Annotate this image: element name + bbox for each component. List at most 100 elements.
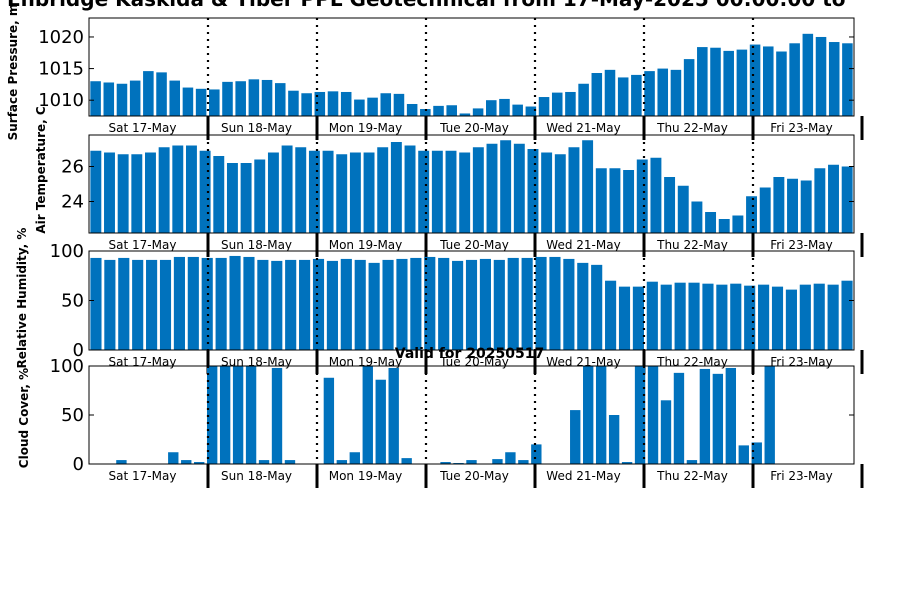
- bar: [284, 460, 296, 464]
- day-label: Sun 18-May: [221, 121, 292, 135]
- bar: [605, 280, 617, 350]
- bar: [518, 460, 529, 464]
- bar: [240, 163, 252, 233]
- day-label: Thu 22-May: [656, 238, 728, 252]
- bar: [813, 283, 825, 350]
- bar: [500, 140, 512, 233]
- bar: [617, 77, 629, 116]
- bar: [841, 280, 853, 350]
- bar: [438, 257, 450, 350]
- y-tick-label: 100: [50, 241, 84, 262]
- bar: [393, 93, 405, 116]
- bar: [182, 87, 194, 116]
- y-tick-label: 0: [73, 454, 84, 475]
- bar: [531, 444, 542, 464]
- bar: [206, 366, 218, 464]
- bar: [730, 283, 742, 350]
- y-axis-label: Surface Pressure, m: [6, 4, 20, 141]
- bar: [472, 108, 484, 116]
- bar: [156, 72, 167, 116]
- bar: [636, 159, 648, 233]
- bar: [420, 109, 431, 116]
- day-label: Tue 20-May: [439, 238, 509, 252]
- bar: [595, 168, 607, 233]
- bar: [226, 163, 238, 233]
- bar: [702, 283, 714, 350]
- bar: [744, 285, 756, 350]
- day-label: Mon 19-May: [329, 238, 403, 252]
- bar: [274, 83, 286, 116]
- bar: [201, 257, 213, 350]
- bar: [738, 445, 749, 464]
- day-label: Sun 18-May: [221, 469, 292, 483]
- bar: [828, 42, 840, 116]
- bar: [199, 150, 211, 233]
- panel-3: 0 50 100 Sat 17-May Sun 18-May Mon 19-May Tue …: [15, 228, 864, 374]
- bar: [595, 366, 607, 464]
- plot-frame: [88, 17, 855, 117]
- bar: [222, 81, 233, 116]
- bar: [354, 259, 366, 350]
- bar: [195, 88, 207, 116]
- bar: [168, 452, 179, 464]
- bar: [578, 83, 589, 116]
- day-label: Wed 21-May: [546, 238, 620, 252]
- bar: [185, 145, 197, 233]
- bar: [382, 259, 394, 350]
- bar: [746, 196, 758, 233]
- bar: [776, 51, 787, 117]
- bar: [380, 93, 392, 116]
- bar: [660, 400, 672, 464]
- bar: [187, 256, 199, 350]
- bar: [452, 260, 464, 350]
- bar: [699, 368, 711, 464]
- bar: [104, 152, 115, 233]
- bar: [377, 147, 389, 233]
- bar: [363, 152, 375, 233]
- y-tick-label: 24: [61, 192, 84, 213]
- bar: [688, 282, 700, 350]
- bar: [673, 372, 685, 464]
- day-label: Sat 17-May: [109, 121, 177, 135]
- bar: [367, 97, 378, 116]
- bar: [718, 219, 730, 233]
- bar: [674, 282, 686, 350]
- bar: [472, 147, 484, 233]
- bar: [327, 91, 339, 116]
- bar: [538, 97, 550, 116]
- y-tick-label: 26: [61, 157, 84, 178]
- bar: [570, 410, 581, 464]
- bar: [568, 147, 580, 233]
- day-label: Sat 17-May: [109, 355, 177, 369]
- day-label: Mon 19-May: [329, 469, 403, 483]
- bar: [670, 69, 682, 116]
- bar: [505, 452, 516, 464]
- bar: [312, 258, 325, 350]
- bar: [232, 366, 244, 464]
- bar: [257, 259, 269, 350]
- panel-2: 24 26 Sat 17-May Sun 18-May Mon 19-May Tue 20…: [34, 106, 864, 257]
- bar: [181, 460, 192, 464]
- bar: [800, 180, 812, 233]
- bar: [650, 157, 662, 233]
- day-label: Sun 18-May: [221, 238, 292, 252]
- bar: [631, 74, 642, 116]
- bar: [349, 152, 361, 233]
- y-axis-label: Cloud Cover, %: [17, 368, 31, 468]
- plot-frame: [88, 134, 855, 234]
- bar: [336, 154, 348, 233]
- bar: [90, 81, 101, 116]
- bar: [549, 256, 561, 350]
- bar: [657, 68, 669, 116]
- bar: [787, 178, 798, 233]
- day-label: Wed 21-May: [546, 469, 620, 483]
- bar: [751, 442, 762, 464]
- panel-1: 1010 1015 1020 Sat 17-May Sun 18-May Mon 19-M…: [6, 4, 864, 141]
- bar: [406, 103, 418, 116]
- day-label: Mon 19-May: [329, 121, 403, 135]
- bar: [486, 100, 497, 116]
- day-label: Wed 21-May: [546, 121, 620, 135]
- bar: [271, 260, 283, 350]
- bar: [604, 69, 616, 116]
- bar: [842, 43, 853, 116]
